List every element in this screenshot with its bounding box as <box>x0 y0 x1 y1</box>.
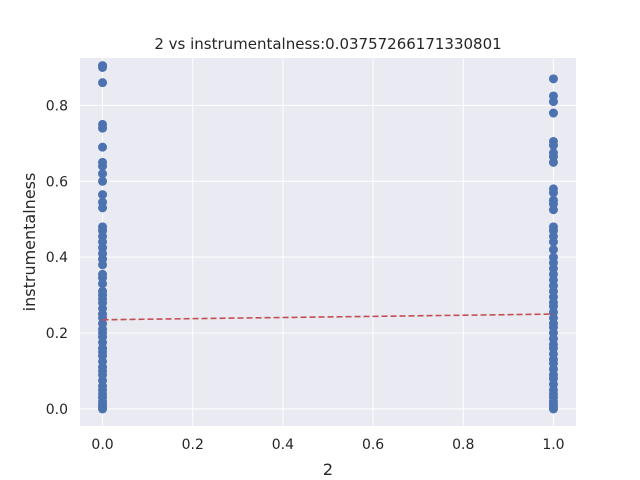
y-tick-label: 0.6 <box>46 174 68 190</box>
x-tick-label: 0.0 <box>91 437 113 453</box>
y-axis-label: instrumentalness <box>20 173 39 312</box>
y-tick-label: 0.2 <box>46 326 68 342</box>
data-point <box>548 188 558 198</box>
x-tick-labels: 0.0 0.2 0.4 0.6 0.8 1.0 <box>91 437 564 453</box>
chart-title: 2 vs instrumentalness:0.0375726617133080… <box>154 35 501 53</box>
data-point <box>548 108 558 118</box>
data-point <box>548 237 558 247</box>
data-point <box>98 78 108 88</box>
data-point <box>98 142 108 152</box>
data-point <box>98 279 108 289</box>
x-tick-label: 0.6 <box>362 437 384 453</box>
data-point <box>548 157 558 167</box>
x-tick-label: 0.2 <box>182 437 204 453</box>
y-tick-label: 0.0 <box>46 402 68 418</box>
data-point <box>98 404 108 414</box>
data-point <box>548 245 558 255</box>
x-tick-label: 1.0 <box>542 437 564 453</box>
data-point <box>98 203 108 213</box>
data-point <box>548 205 558 215</box>
data-point <box>548 140 558 150</box>
fit-line-group <box>102 313 554 321</box>
data-point <box>98 176 108 186</box>
data-point <box>98 123 108 133</box>
data-point <box>98 62 108 72</box>
data-point <box>548 404 558 414</box>
y-tick-label: 0.4 <box>46 250 68 266</box>
x-tick-label: 0.8 <box>452 437 474 453</box>
data-point <box>98 190 108 200</box>
data-point <box>98 169 108 179</box>
data-points <box>98 61 558 414</box>
data-point <box>98 260 108 270</box>
fit-line <box>102 313 554 321</box>
data-point <box>548 97 558 107</box>
data-point <box>548 74 558 84</box>
y-tick-label: 0.8 <box>46 98 68 114</box>
data-point <box>98 161 108 171</box>
x-tick-label: 0.4 <box>272 437 294 453</box>
plot-area-background <box>80 58 576 426</box>
y-tick-labels: 0.0 0.2 0.4 0.6 0.8 <box>46 98 68 418</box>
x-axis-label: 2 <box>323 460 333 479</box>
